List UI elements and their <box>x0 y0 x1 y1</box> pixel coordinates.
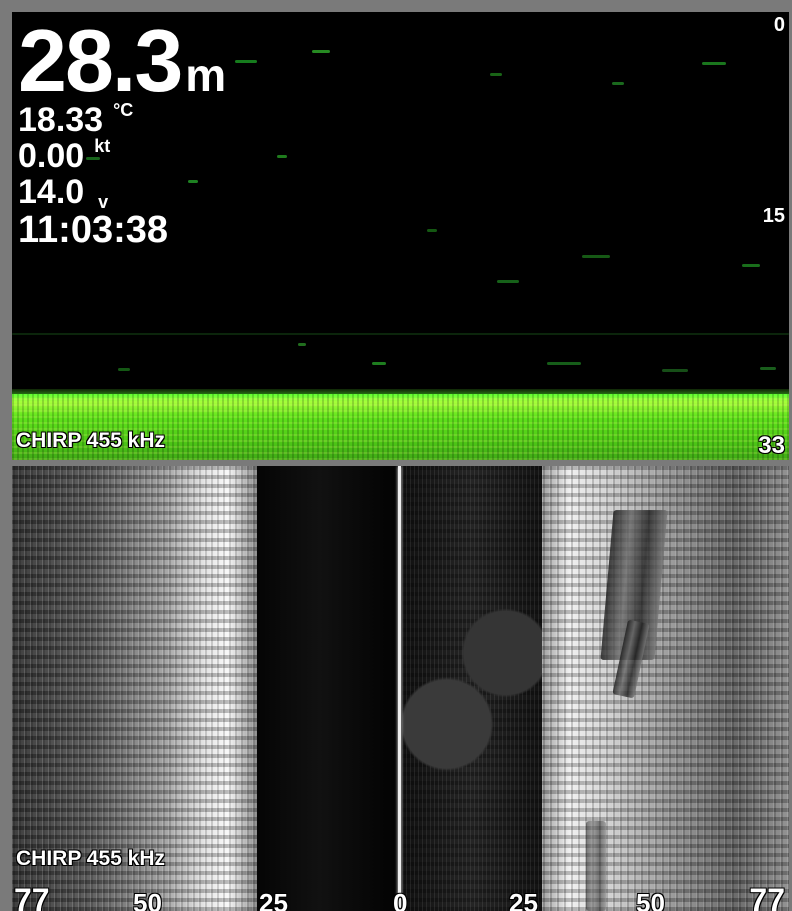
temperature-readout: 18.33 °C <box>18 100 134 139</box>
speed-value: 0.00 <box>18 137 85 175</box>
echo-mark <box>235 60 257 63</box>
echo-mark <box>702 62 726 65</box>
range-left-mid: 50 <box>133 888 162 911</box>
echo-mark <box>612 82 624 85</box>
center-sidescan-bottom <box>402 466 542 911</box>
range-right-near: 25 <box>509 888 538 911</box>
echo-mark <box>12 333 789 335</box>
left-sidescan-returns <box>12 466 257 911</box>
echo-mark <box>742 264 760 267</box>
voltage-value: 14.0 <box>18 173 85 211</box>
range-right-max: 77 <box>749 882 785 911</box>
temperature-value: 18.33 <box>18 101 104 139</box>
echo-mark <box>490 73 502 76</box>
speed-readout: 0.00 kt <box>18 136 111 175</box>
time-value: 11:03:38 <box>18 209 169 251</box>
echo-mark <box>188 180 198 183</box>
right-sidescan-returns <box>542 466 789 911</box>
sonar-bottom-return <box>12 394 789 460</box>
voltage-unit: v <box>98 191 109 212</box>
echo-mark <box>118 368 130 371</box>
range-left-max: 77 <box>14 882 50 911</box>
depth-unit: m <box>185 49 226 101</box>
echo-mark <box>277 155 287 158</box>
sidescan-centerline <box>398 466 401 911</box>
depth-readout: 28.3m <box>18 17 226 105</box>
echo-mark <box>582 255 610 258</box>
top-depth-scale-mid: 15 <box>762 205 785 227</box>
echo-mark <box>760 367 776 370</box>
time-readout: 11:03:38 <box>18 211 168 249</box>
echo-mark <box>547 362 581 365</box>
range-left-near: 25 <box>259 888 288 911</box>
echo-mark <box>312 50 330 53</box>
echo-mark <box>662 369 688 372</box>
top-sonar-mode-label: CHIRP 455 kHz <box>16 429 166 452</box>
left-water-column <box>257 466 397 911</box>
speed-unit: kt <box>94 136 111 156</box>
echo-mark <box>372 362 386 365</box>
side-scan-sonar-pane: CHIRP 455 kHz 77 50 25 0 25 50 77 <box>12 466 789 911</box>
top-depth-scale-zero: 0 <box>773 14 785 36</box>
voltage-readout: 14.0 v <box>18 173 111 212</box>
traditional-sonar-pane: 28.3m 18.33 °C 0.00 kt 14.0 v 11:03:38 0 15… <box>12 12 789 460</box>
depth-value: 28.3 <box>18 12 183 110</box>
temperature-unit: °C <box>113 100 134 120</box>
bottom-structure-mark <box>586 821 606 911</box>
echo-mark <box>86 157 100 160</box>
echo-mark <box>497 280 519 283</box>
range-right-mid: 50 <box>636 888 665 911</box>
echo-mark <box>427 229 437 232</box>
sidescan-mode-label: CHIRP 455 kHz <box>16 847 166 870</box>
top-depth-scale-max: 33 <box>758 432 785 459</box>
range-center: 0 <box>393 888 408 911</box>
echo-mark <box>298 343 306 346</box>
